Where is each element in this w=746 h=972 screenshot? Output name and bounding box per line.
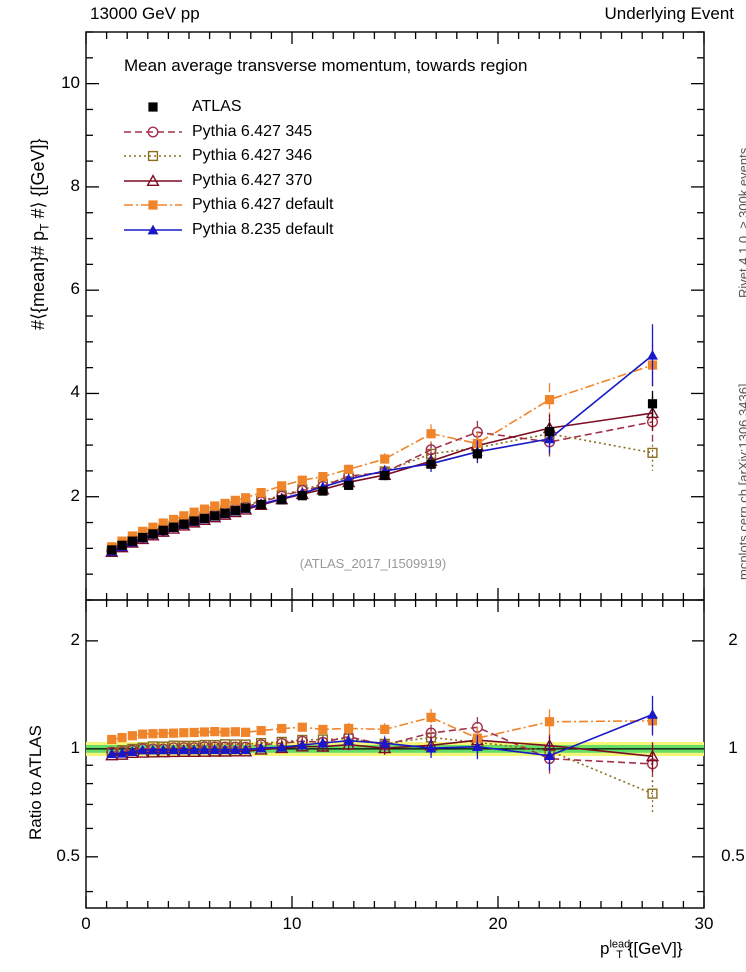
ratio-y-tick-label-left: 1 [70,737,80,757]
ratio-y-tick-label-right: 2 [728,629,738,649]
ratio-y-tick-label-right: 1 [728,737,738,757]
main-y-tick-label: 2 [70,485,80,505]
legend-marker-icon [122,145,184,167]
legend-entry-label: Pythia 6.427 370 [192,171,313,189]
series-pythia-6-427-346 [106,418,658,557]
legend-entry-label: Pythia 6.427 345 [192,122,313,140]
legend-marker-icon [122,194,184,216]
main-y-tick-label: 6 [70,279,80,299]
x-title-text: pleadT {[GeV]} [600,938,683,962]
legend-entry[interactable]: Pythia 6.427 345 [122,120,452,145]
legend-entry[interactable]: Pythia 8.235 default [122,218,452,243]
main-y-tick-label: 4 [70,382,80,402]
legend-marker-icon [122,170,184,192]
header-left-label: 13000 GeV pp [90,4,200,23]
main-y-tick-label: 8 [70,175,80,195]
legend-entry-label: Pythia 6.427 346 [192,147,313,165]
ratio-y-tick-label-left: 2 [70,629,80,649]
ratio-y-tick-label-right: 0.5 [721,845,745,865]
plot-title: Mean average transverse momentum, toward… [124,56,528,75]
series-atlas [107,390,658,555]
x-tick-label: 10 [282,914,302,933]
series-ratio-pythia-6-427-default [107,707,658,751]
legend-entry[interactable]: Pythia 6.427 346 [122,144,452,169]
legend-marker-icon [122,219,184,241]
legend-marker-icon [122,121,184,143]
header-right-label: Underlying Event [604,4,734,23]
main-y-tick-label: 10 [61,72,80,92]
legend-entry-label: ATLAS [192,98,242,116]
ratio-y-tick-label-left: 0.5 [56,845,80,865]
series-ratio-pythia-8-235-default [106,695,658,771]
legend-entry-label: Pythia 6.427 default [192,196,334,214]
legend-entry[interactable]: Pythia 6.427 default [122,193,452,218]
x-tick-label: 20 [488,914,508,933]
legend-marker-icon [122,96,184,118]
analysis-watermark: (ATLAS_2017_I1509919) [299,556,447,571]
x-tick-label: 30 [694,914,714,933]
x-tick-label: 0 [81,914,91,933]
legend: ATLAS Pythia 6.427 345 Pythia 6.427 346 Pyt… [122,95,452,242]
legend-entry-label: Pythia 8.235 default [192,220,334,238]
legend-entry[interactable]: Pythia 6.427 370 [122,169,452,194]
legend-entry[interactable]: ATLAS [122,95,452,120]
x-axis-title: pleadT {[GeV]} [600,938,683,961]
